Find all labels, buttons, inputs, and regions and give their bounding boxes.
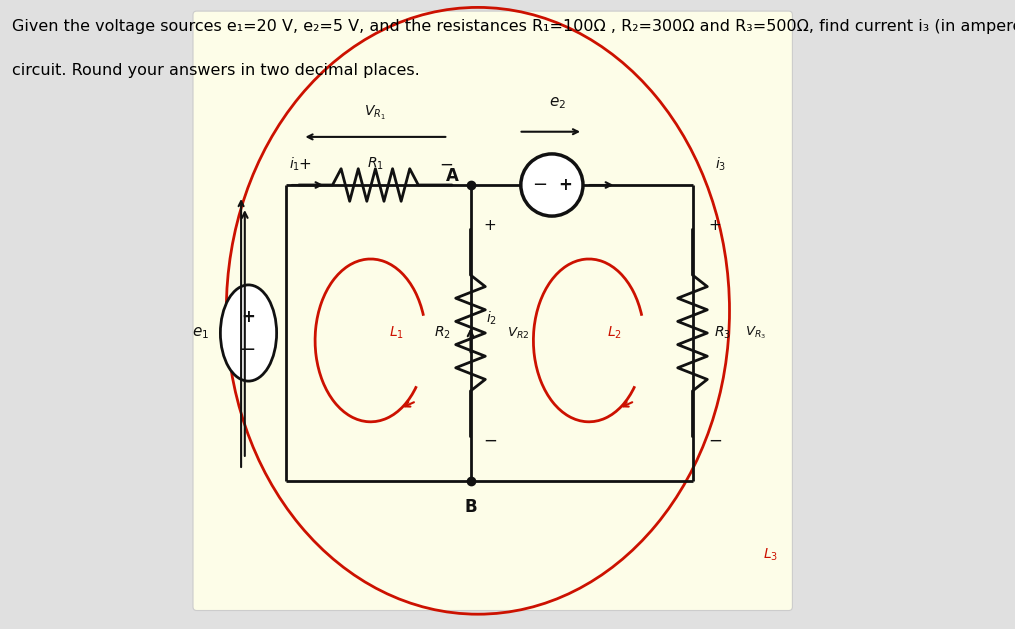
Text: +: + — [242, 308, 256, 326]
Text: $V_{R_1}$: $V_{R_1}$ — [364, 104, 387, 122]
Text: $L_1$: $L_1$ — [389, 325, 404, 341]
Text: +: + — [483, 218, 496, 233]
Ellipse shape — [220, 285, 277, 381]
Text: $V_{R2}$: $V_{R2}$ — [508, 325, 530, 340]
Text: $L_3$: $L_3$ — [762, 547, 777, 563]
Text: B: B — [464, 498, 477, 516]
Text: −: − — [483, 431, 496, 449]
FancyBboxPatch shape — [193, 11, 793, 611]
Text: −: − — [707, 431, 722, 449]
Text: $i_3$: $i_3$ — [715, 155, 727, 173]
Text: +: + — [558, 176, 572, 194]
Text: circuit. Round your answers in two decimal places.: circuit. Round your answers in two decim… — [12, 63, 420, 78]
Text: −: − — [533, 176, 548, 194]
Text: $e_1$: $e_1$ — [192, 325, 209, 341]
Text: $e_2$: $e_2$ — [549, 96, 566, 111]
Text: $R_3$: $R_3$ — [714, 325, 731, 341]
Text: +: + — [298, 157, 312, 172]
Circle shape — [521, 154, 583, 216]
Text: Given the voltage sources e₁=20 V, e₂=5 V, and the resistances R₁=100Ω , R₂=300Ω: Given the voltage sources e₁=20 V, e₂=5 … — [12, 19, 1015, 34]
Text: $R_2$: $R_2$ — [434, 325, 451, 341]
Text: −: − — [241, 340, 257, 359]
Text: $L_2$: $L_2$ — [607, 325, 622, 341]
Text: +: + — [708, 218, 721, 233]
Text: A: A — [446, 167, 459, 185]
Text: −: − — [439, 155, 453, 173]
Text: $R_1$: $R_1$ — [367, 156, 384, 172]
Text: $i_1$: $i_1$ — [289, 155, 299, 173]
Text: $i_2$: $i_2$ — [486, 309, 496, 327]
Text: $V_{R_3}$: $V_{R_3}$ — [745, 325, 766, 342]
